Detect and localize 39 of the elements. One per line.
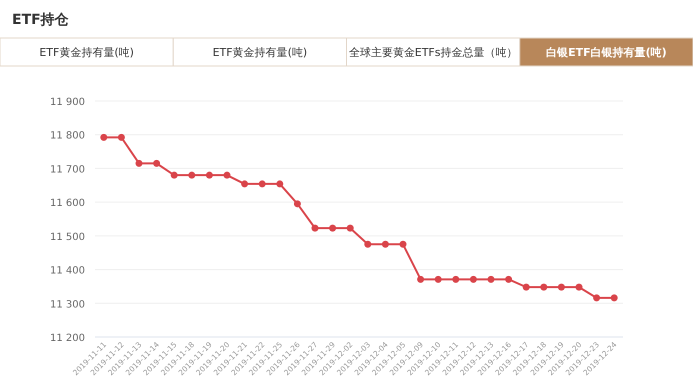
point	[364, 240, 372, 248]
y-tick-label: 11 800	[50, 130, 85, 142]
point	[188, 172, 196, 179]
point	[206, 172, 213, 179]
point	[382, 240, 389, 248]
point	[593, 294, 600, 302]
point	[312, 224, 318, 232]
point	[153, 160, 160, 167]
point	[258, 180, 266, 188]
point	[434, 276, 442, 283]
point	[540, 284, 548, 291]
point	[136, 160, 142, 167]
point	[118, 134, 125, 141]
point	[224, 172, 230, 179]
y-tick-label: 11 900	[50, 97, 85, 108]
y-tick-label: 11 200	[50, 333, 85, 344]
point	[522, 284, 530, 291]
y-tick-label: 11 300	[50, 299, 85, 310]
title: ETF持仓	[12, 12, 69, 28]
point	[294, 200, 301, 208]
point	[329, 224, 336, 232]
point	[346, 224, 354, 232]
point	[610, 294, 618, 302]
point	[488, 276, 494, 283]
point	[241, 180, 248, 188]
point	[470, 276, 477, 283]
point	[576, 284, 582, 291]
point	[505, 276, 512, 283]
y-tick-label: 11 700	[50, 164, 85, 176]
y-tick-label: 11 500	[50, 232, 85, 243]
y-tick-label: 11 600	[50, 198, 85, 210]
point	[400, 240, 406, 248]
point	[170, 172, 178, 179]
point	[276, 180, 284, 188]
point	[417, 276, 424, 283]
y-tick-label: 11 400	[50, 266, 85, 277]
point	[452, 276, 460, 283]
point	[100, 134, 108, 141]
point	[558, 284, 565, 291]
